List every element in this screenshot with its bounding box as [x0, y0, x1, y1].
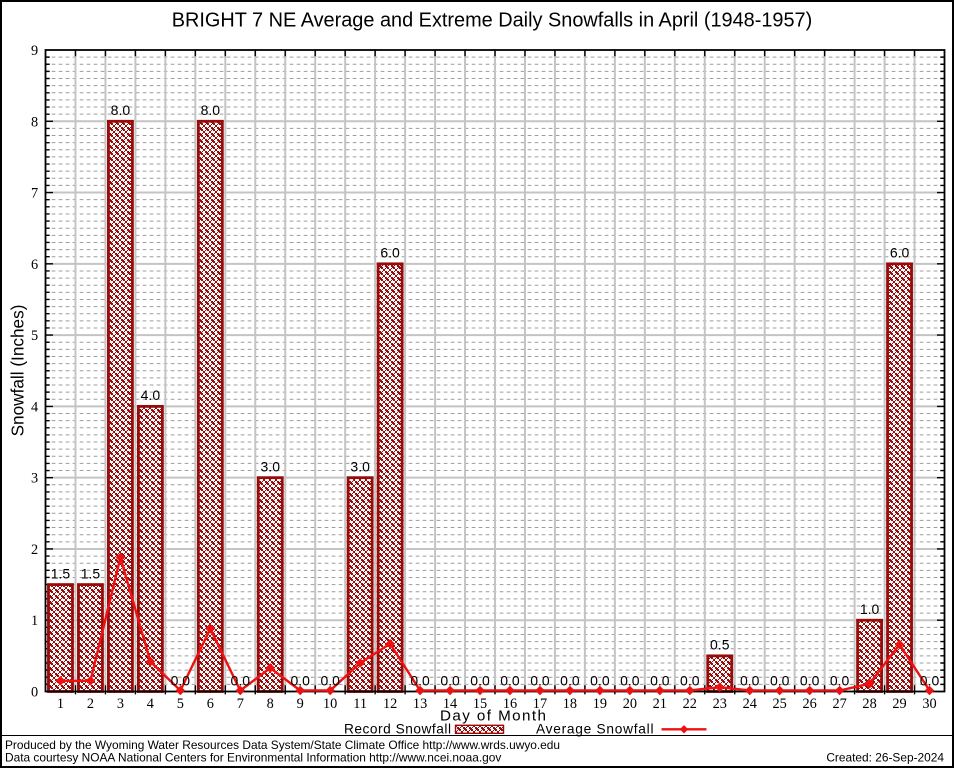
svg-text:0.0: 0.0	[560, 672, 580, 688]
svg-text:0.0: 0.0	[470, 672, 490, 688]
svg-text:7: 7	[237, 696, 244, 712]
svg-text:3: 3	[31, 471, 38, 487]
svg-text:0: 0	[31, 685, 38, 701]
svg-text:BRIGHT 7 NE Average and Extrem: BRIGHT 7 NE Average and Extreme Daily Sn…	[172, 10, 813, 32]
svg-text:0.0: 0.0	[620, 672, 640, 688]
svg-text:Average Snowfall: Average Snowfall	[536, 721, 654, 736]
svg-text:11: 11	[353, 696, 367, 712]
svg-text:1.5: 1.5	[51, 565, 71, 581]
svg-text:0.0: 0.0	[500, 672, 520, 688]
svg-text:4: 4	[147, 696, 154, 712]
svg-text:0.0: 0.0	[320, 672, 340, 688]
svg-text:24: 24	[743, 696, 757, 712]
svg-text:Created: 26-Sep-2024: Created: 26-Sep-2024	[826, 750, 944, 764]
svg-text:21: 21	[653, 696, 667, 712]
svg-text:20: 20	[623, 696, 637, 712]
svg-text:5: 5	[177, 696, 184, 712]
svg-text:18: 18	[563, 696, 577, 712]
svg-text:6: 6	[207, 696, 214, 712]
svg-text:23: 23	[713, 696, 727, 712]
svg-text:6.0: 6.0	[380, 245, 400, 261]
svg-text:4: 4	[31, 399, 38, 415]
svg-text:1: 1	[31, 613, 38, 629]
svg-text:17: 17	[533, 696, 547, 712]
svg-text:0.0: 0.0	[800, 672, 820, 688]
svg-text:1.0: 1.0	[860, 601, 880, 617]
svg-text:6.0: 6.0	[890, 245, 910, 261]
svg-text:13: 13	[413, 696, 427, 712]
svg-text:27: 27	[832, 696, 846, 712]
svg-text:8.0: 8.0	[201, 102, 221, 118]
svg-text:Data courtesy NOAA National Ce: Data courtesy NOAA National Centers for …	[5, 750, 501, 764]
svg-text:0.0: 0.0	[231, 672, 251, 688]
svg-text:0.0: 0.0	[920, 672, 940, 688]
svg-text:15: 15	[473, 696, 487, 712]
svg-text:4.0: 4.0	[141, 387, 161, 403]
svg-text:0.0: 0.0	[830, 672, 850, 688]
svg-text:1.5: 1.5	[81, 565, 101, 581]
svg-text:8: 8	[31, 114, 38, 130]
svg-text:0.0: 0.0	[410, 672, 430, 688]
svg-text:0.0: 0.0	[171, 672, 191, 688]
svg-text:22: 22	[683, 696, 697, 712]
svg-text:26: 26	[803, 696, 817, 712]
svg-text:0.0: 0.0	[680, 672, 700, 688]
svg-text:0.0: 0.0	[530, 672, 550, 688]
svg-text:0.0: 0.0	[590, 672, 610, 688]
svg-text:2: 2	[31, 542, 38, 558]
svg-text:Snowfall (Inches): Snowfall (Inches)	[8, 305, 28, 437]
svg-text:14: 14	[443, 696, 457, 712]
svg-text:25: 25	[773, 696, 787, 712]
svg-text:0.0: 0.0	[650, 672, 670, 688]
svg-text:19: 19	[593, 696, 607, 712]
svg-text:6: 6	[31, 257, 38, 273]
svg-text:0.0: 0.0	[290, 672, 310, 688]
svg-text:8: 8	[267, 696, 274, 712]
svg-text:3.0: 3.0	[350, 458, 370, 474]
svg-text:Produced by the Wyoming Water: Produced by the Wyoming Water Resources …	[5, 738, 560, 752]
svg-text:8.0: 8.0	[111, 102, 131, 118]
svg-text:0.0: 0.0	[770, 672, 790, 688]
svg-text:0.0: 0.0	[440, 672, 460, 688]
svg-text:2: 2	[87, 696, 94, 712]
svg-text:0.0: 0.0	[740, 672, 760, 688]
svg-text:3: 3	[117, 696, 124, 712]
svg-text:12: 12	[383, 696, 397, 712]
svg-text:1: 1	[57, 696, 64, 712]
svg-text:16: 16	[503, 696, 517, 712]
svg-text:5: 5	[31, 328, 38, 344]
svg-text:7: 7	[31, 186, 38, 202]
svg-text:Record Snowfall: Record Snowfall	[344, 721, 451, 736]
svg-text:9: 9	[297, 696, 304, 712]
svg-text:10: 10	[323, 696, 337, 712]
svg-text:Day of Month: Day of Month	[440, 708, 546, 725]
svg-text:0.5: 0.5	[710, 637, 730, 653]
svg-text:3.0: 3.0	[261, 458, 281, 474]
svg-text:28: 28	[862, 696, 876, 712]
svg-text:9: 9	[31, 43, 38, 59]
svg-text:30: 30	[922, 696, 936, 712]
svg-text:29: 29	[892, 696, 906, 712]
